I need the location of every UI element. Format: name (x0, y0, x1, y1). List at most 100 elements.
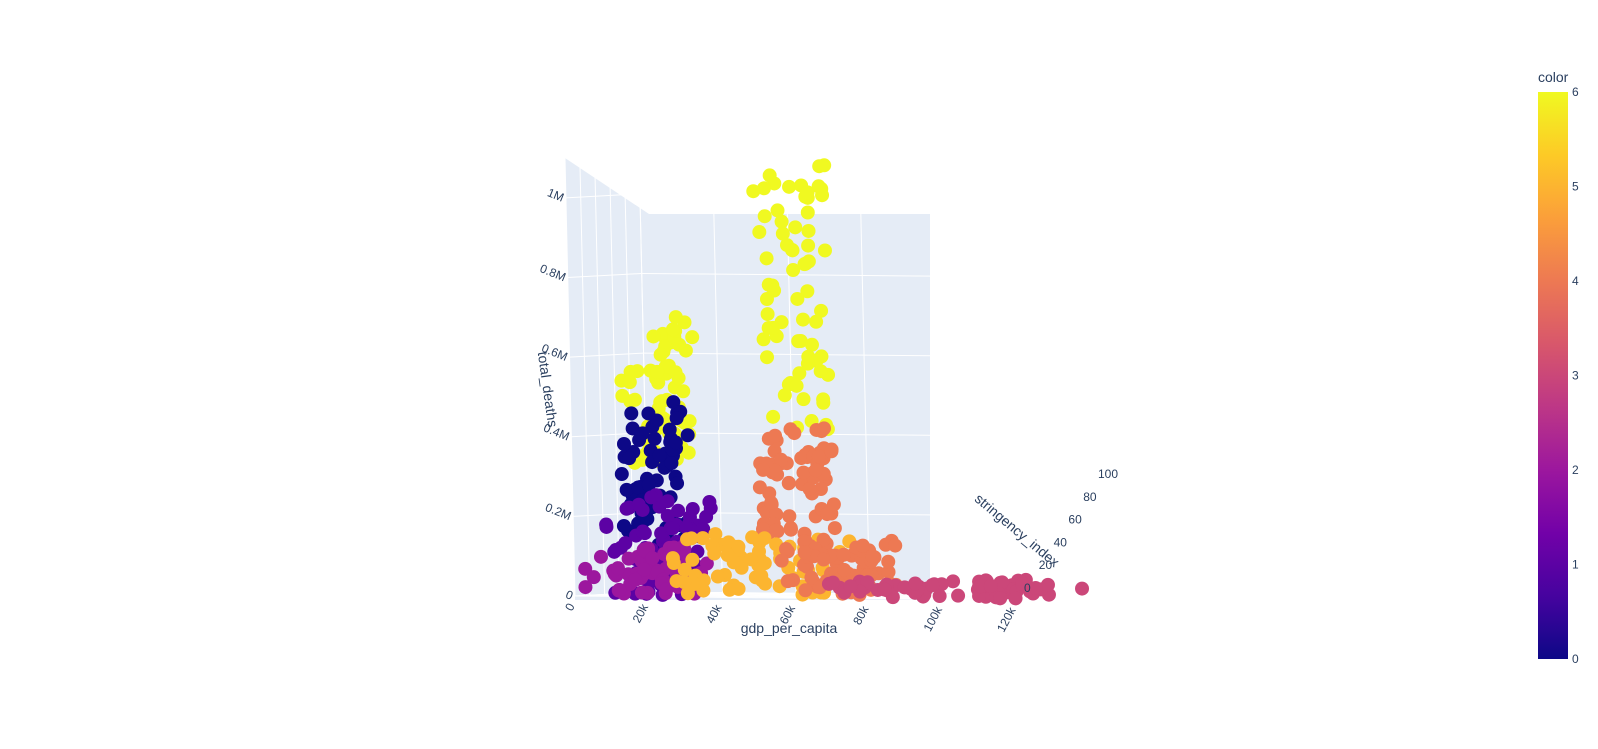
data-point[interactable] (731, 539, 746, 554)
data-point[interactable] (745, 530, 760, 545)
data-point[interactable] (756, 332, 771, 347)
data-point[interactable] (759, 251, 774, 266)
data-point[interactable] (804, 570, 819, 585)
data-point[interactable] (790, 291, 805, 306)
data-point[interactable] (774, 214, 789, 229)
data-point[interactable] (647, 431, 662, 446)
data-point[interactable] (801, 349, 816, 364)
data-point[interactable] (995, 575, 1010, 590)
data-point[interactable] (676, 384, 691, 399)
data-point[interactable] (837, 562, 852, 577)
data-point[interactable] (800, 284, 815, 299)
data-point[interactable] (792, 366, 807, 381)
data-point[interactable] (622, 375, 637, 390)
data-point[interactable] (628, 572, 643, 587)
data-point[interactable] (787, 426, 802, 441)
data-point[interactable] (760, 350, 775, 365)
data-point[interactable] (679, 520, 694, 535)
data-point[interactable] (670, 476, 685, 491)
data-point[interactable] (637, 562, 652, 577)
data-point[interactable] (631, 497, 646, 512)
data-point[interactable] (677, 562, 692, 577)
data-point[interactable] (756, 181, 771, 196)
data-point[interactable] (820, 507, 835, 522)
data-point[interactable] (877, 582, 892, 597)
data-point[interactable] (645, 551, 660, 566)
data-point[interactable] (641, 406, 656, 421)
data-point[interactable] (685, 330, 700, 345)
data-point[interactable] (826, 575, 841, 590)
data-point[interactable] (644, 490, 659, 505)
data-point[interactable] (654, 394, 669, 409)
data-point[interactable] (722, 582, 737, 597)
data-point[interactable] (612, 582, 627, 597)
data-point[interactable] (653, 347, 668, 362)
data-point[interactable] (814, 303, 829, 318)
data-point[interactable] (637, 526, 652, 541)
data-point[interactable] (973, 579, 988, 594)
data-point[interactable] (817, 421, 832, 436)
data-point[interactable] (951, 588, 966, 603)
data-point[interactable] (811, 449, 826, 464)
data-point[interactable] (720, 548, 735, 563)
data-point[interactable] (599, 519, 614, 534)
data-point[interactable] (1008, 591, 1023, 606)
data-point[interactable] (796, 392, 811, 407)
data-point[interactable] (774, 452, 789, 467)
data-point[interactable] (664, 456, 679, 471)
data-point[interactable] (765, 320, 780, 335)
data-point[interactable] (793, 334, 808, 349)
data-point[interactable] (624, 406, 639, 421)
data-point[interactable] (800, 205, 815, 220)
data-point[interactable] (659, 582, 674, 597)
data-point[interactable] (665, 521, 680, 536)
data-point[interactable] (789, 378, 804, 393)
data-point[interactable] (881, 564, 896, 579)
data-point[interactable] (817, 243, 832, 258)
data-point[interactable] (946, 574, 961, 589)
data-point[interactable] (764, 495, 779, 510)
data-point[interactable] (756, 462, 771, 477)
data-point[interactable] (707, 546, 722, 561)
data-point[interactable] (650, 364, 665, 379)
data-point[interactable] (695, 531, 710, 546)
data-point[interactable] (752, 480, 767, 495)
data-point[interactable] (786, 263, 801, 278)
data-point[interactable] (682, 414, 697, 429)
data-point[interactable] (613, 540, 628, 555)
data-point[interactable] (778, 542, 793, 557)
data-point[interactable] (785, 243, 800, 258)
data-point[interactable] (684, 531, 699, 546)
data-point[interactable] (801, 238, 816, 253)
data-point[interactable] (702, 494, 717, 509)
data-point[interactable] (804, 337, 819, 352)
data-point[interactable] (627, 392, 642, 407)
data-point[interactable] (666, 556, 681, 571)
data-point[interactable] (802, 482, 817, 497)
data-point[interactable] (813, 364, 828, 379)
data-point[interactable] (801, 223, 816, 238)
data-point[interactable] (809, 314, 824, 329)
data-point[interactable] (797, 545, 812, 560)
data-point[interactable] (634, 585, 649, 600)
data-point[interactable] (881, 554, 896, 569)
data-point[interactable] (865, 549, 880, 564)
data-point[interactable] (593, 549, 608, 564)
data-point[interactable] (743, 552, 758, 567)
data-point[interactable] (767, 283, 782, 298)
data-point[interactable] (623, 364, 638, 379)
data-point[interactable] (816, 552, 831, 567)
data-point[interactable] (660, 508, 675, 523)
data-point[interactable] (816, 532, 831, 547)
data-point[interactable] (665, 322, 680, 337)
data-point[interactable] (1075, 581, 1090, 596)
data-point[interactable] (768, 523, 783, 538)
data-point[interactable] (766, 409, 781, 424)
data-point[interactable] (578, 561, 593, 576)
data-point[interactable] (760, 307, 775, 322)
data-point[interactable] (699, 556, 714, 571)
data-point[interactable] (668, 310, 683, 325)
data-point[interactable] (619, 501, 634, 516)
data-point[interactable] (757, 209, 772, 224)
data-point[interactable] (699, 509, 714, 524)
